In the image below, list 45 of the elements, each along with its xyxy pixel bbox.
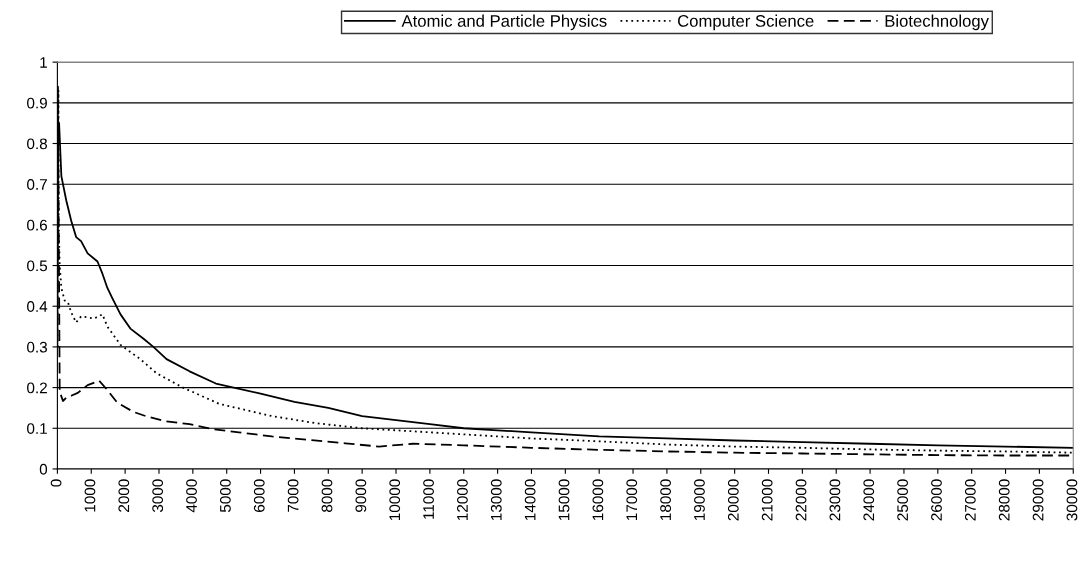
x-tick-label: 30000 <box>1066 479 1078 521</box>
x-tick-label: 21000 <box>761 479 773 521</box>
x-tick-label: 17000 <box>626 479 638 520</box>
x-tick-label: 20000 <box>727 479 739 521</box>
y-tick-label: 0.3 <box>27 341 48 353</box>
y-tick-label: 0.2 <box>27 382 47 394</box>
x-tick-label: 0 <box>50 479 62 487</box>
y-tick-label: 0 <box>39 463 48 475</box>
x-tick-label: 6000 <box>253 479 265 512</box>
x-tick-label: 19000 <box>694 479 705 520</box>
x-tick-label: 18000 <box>660 479 672 520</box>
x-tick-label: 29000 <box>1032 479 1044 521</box>
legend-label: Computer Science <box>678 14 814 31</box>
x-tick-label: 16000 <box>592 479 604 520</box>
x-tick-label: 5000 <box>219 479 231 513</box>
x-tick-label: 13000 <box>490 479 502 520</box>
y-tick-label: 1 <box>40 57 47 68</box>
x-tick-label: 4000 <box>186 479 197 513</box>
x-tick-label: 27000 <box>964 479 976 521</box>
x-tick-label: 28000 <box>998 479 1010 521</box>
x-tick-label: 25000 <box>897 479 909 521</box>
x-tick-label: 24000 <box>863 479 875 521</box>
legend-label: Biotechnology <box>885 14 989 31</box>
x-tick-label: 12000 <box>457 479 468 520</box>
legend-label: Atomic and Particle Physics <box>401 14 607 31</box>
y-tick-label: 0.4 <box>27 301 48 312</box>
y-tick-label: 0.6 <box>27 219 48 231</box>
y-tick-label: 0.5 <box>27 260 48 272</box>
x-tick-label: 3000 <box>152 479 164 513</box>
x-tick-label: 11000 <box>423 479 434 519</box>
x-tick-label: 22000 <box>795 479 807 521</box>
y-tick-label: 0.9 <box>27 97 47 109</box>
x-tick-label: 1000 <box>84 479 96 512</box>
x-tick-label: 14000 <box>524 479 536 520</box>
x-tick-label: 23000 <box>829 479 841 521</box>
y-tick-label: 0.1 <box>27 423 47 434</box>
x-tick-label: 9000 <box>355 479 367 512</box>
x-tick-label: 2000 <box>118 479 130 512</box>
y-tick-label: 0.8 <box>27 138 48 150</box>
x-tick-label: 10000 <box>389 479 401 520</box>
x-tick-label: 8000 <box>321 479 333 512</box>
x-tick-label: 26000 <box>931 479 942 521</box>
y-tick-label: 0.7 <box>27 179 47 190</box>
x-tick-label: 15000 <box>558 479 570 520</box>
x-tick-label: 7000 <box>287 479 299 512</box>
